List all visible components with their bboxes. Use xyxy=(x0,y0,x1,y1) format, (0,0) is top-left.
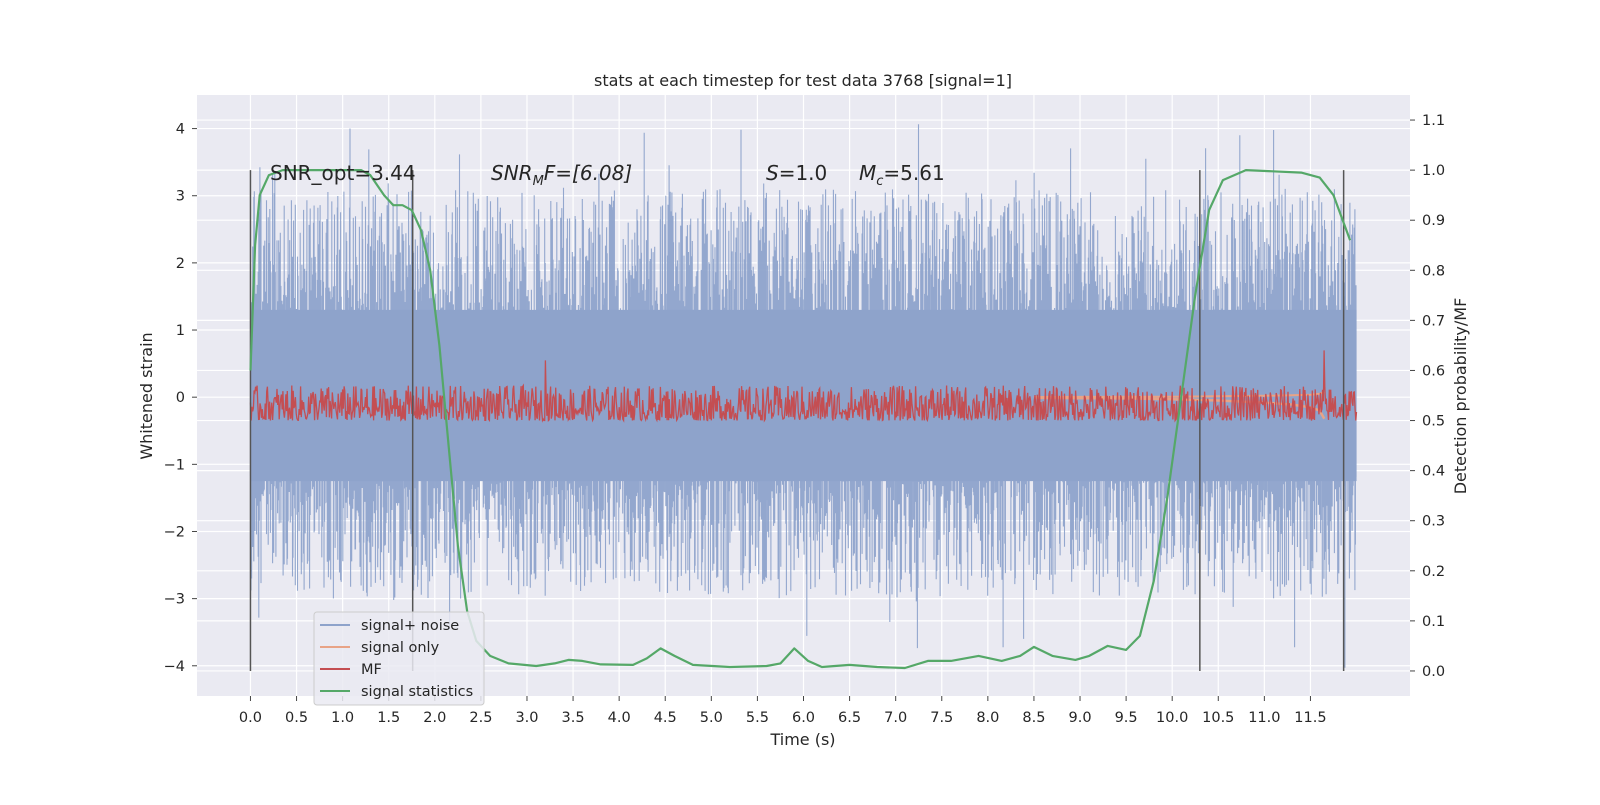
legend-label-signal-only: signal only xyxy=(361,640,440,656)
series-mf xyxy=(249,350,1358,423)
y-axis-label-right: Detection probability/MF xyxy=(1451,298,1470,495)
annotation-mc: Mc=5.61 xyxy=(859,161,945,189)
x-tick-label: 0.5 xyxy=(285,710,308,726)
x-tick-label: 8.5 xyxy=(1022,710,1045,726)
y-tick-label-left: 4 xyxy=(176,122,185,138)
x-tick-label: 10.5 xyxy=(1202,710,1234,726)
x-tick-label: 11.5 xyxy=(1294,710,1326,726)
y-tick-label-left: −4 xyxy=(164,659,185,675)
x-tick-label: 3.5 xyxy=(562,710,585,726)
y-tick-label-right: 1.1 xyxy=(1422,113,1445,129)
y-tick-label-right: 0.7 xyxy=(1422,313,1445,329)
annotation-s: S=1.0 xyxy=(766,161,827,185)
x-tick-label: 4.5 xyxy=(654,710,677,726)
y-tick-label-right: 0.2 xyxy=(1422,564,1445,580)
x-tick-label: 8.0 xyxy=(976,710,999,726)
y-tick-label-left: 0 xyxy=(176,390,185,406)
y-tick-label-right: 1.0 xyxy=(1422,163,1445,179)
y-tick-label-left: −3 xyxy=(164,592,185,608)
x-tick-label: 9.5 xyxy=(1115,710,1138,726)
legend-label-signal-noise: signal+ noise xyxy=(361,618,459,634)
y-tick-label-right: 0.9 xyxy=(1422,213,1445,229)
series-layer xyxy=(249,124,1358,671)
x-tick-label: 10.0 xyxy=(1156,710,1188,726)
x-tick-label: 7.5 xyxy=(930,710,953,726)
axes-layer: 0.0 0.5 1.0 1.5 2.0 2.5 3.0 3.5 4.0 4.5 5.0 5.5 6.0 6… xyxy=(164,113,1445,726)
y-axis-label-left: Whitened strain xyxy=(137,332,156,459)
x-tick-label: 5.5 xyxy=(746,710,769,726)
series-signal-statistics xyxy=(249,169,1352,670)
legend-label-mf: MF xyxy=(361,662,382,678)
y-tick-label-left: −1 xyxy=(164,457,185,473)
y-tick-label-right: 0.4 xyxy=(1422,464,1445,480)
y-tick-label-left: 1 xyxy=(176,323,185,339)
annotation-snr-opt: SNR_opt=3.44 xyxy=(270,161,416,185)
y-tick-label-right: 0.6 xyxy=(1422,363,1445,379)
y-tick-label-left: −2 xyxy=(164,524,185,540)
chart-title: stats at each timestep for test data 376… xyxy=(594,71,1012,90)
x-tick-label: 4.0 xyxy=(608,710,631,726)
x-tick-label: 0.0 xyxy=(239,710,262,726)
x-tick-label: 11.0 xyxy=(1248,710,1280,726)
x-tick-label: 1.0 xyxy=(331,710,354,726)
y-tick-label-left: 2 xyxy=(176,256,185,272)
y-tick-label-right: 0.1 xyxy=(1422,614,1445,630)
x-tick-label: 9.0 xyxy=(1068,710,1091,726)
y-tick-label-left: 3 xyxy=(176,189,185,205)
y-tick-label-right: 0.5 xyxy=(1422,414,1445,430)
legend-label-signal-statistics: signal statistics xyxy=(361,684,473,700)
legend-box xyxy=(313,611,485,706)
x-tick-label: 3.0 xyxy=(515,710,538,726)
x-axis-label: Time (s) xyxy=(769,730,835,749)
x-tick-label: 5.0 xyxy=(700,710,723,726)
annotation-snr-mf: SNRMF=[6.08] xyxy=(491,161,632,189)
y-tick-label-right: 0.3 xyxy=(1422,514,1445,530)
y-tick-label-right: 0.8 xyxy=(1422,263,1445,279)
x-tick-label: 6.5 xyxy=(838,710,861,726)
series-signal-only-upper xyxy=(1033,390,1325,398)
x-tick-label: 2.5 xyxy=(469,710,492,726)
x-tick-label: 2.0 xyxy=(423,710,446,726)
legend: signal+ noise signal only MF signal stat… xyxy=(313,611,485,706)
x-tick-label: 6.0 xyxy=(792,710,815,726)
x-tick-label: 7.0 xyxy=(884,710,907,726)
y-tick-label-right: 0.0 xyxy=(1422,664,1445,680)
x-tick-label: 1.5 xyxy=(377,710,400,726)
